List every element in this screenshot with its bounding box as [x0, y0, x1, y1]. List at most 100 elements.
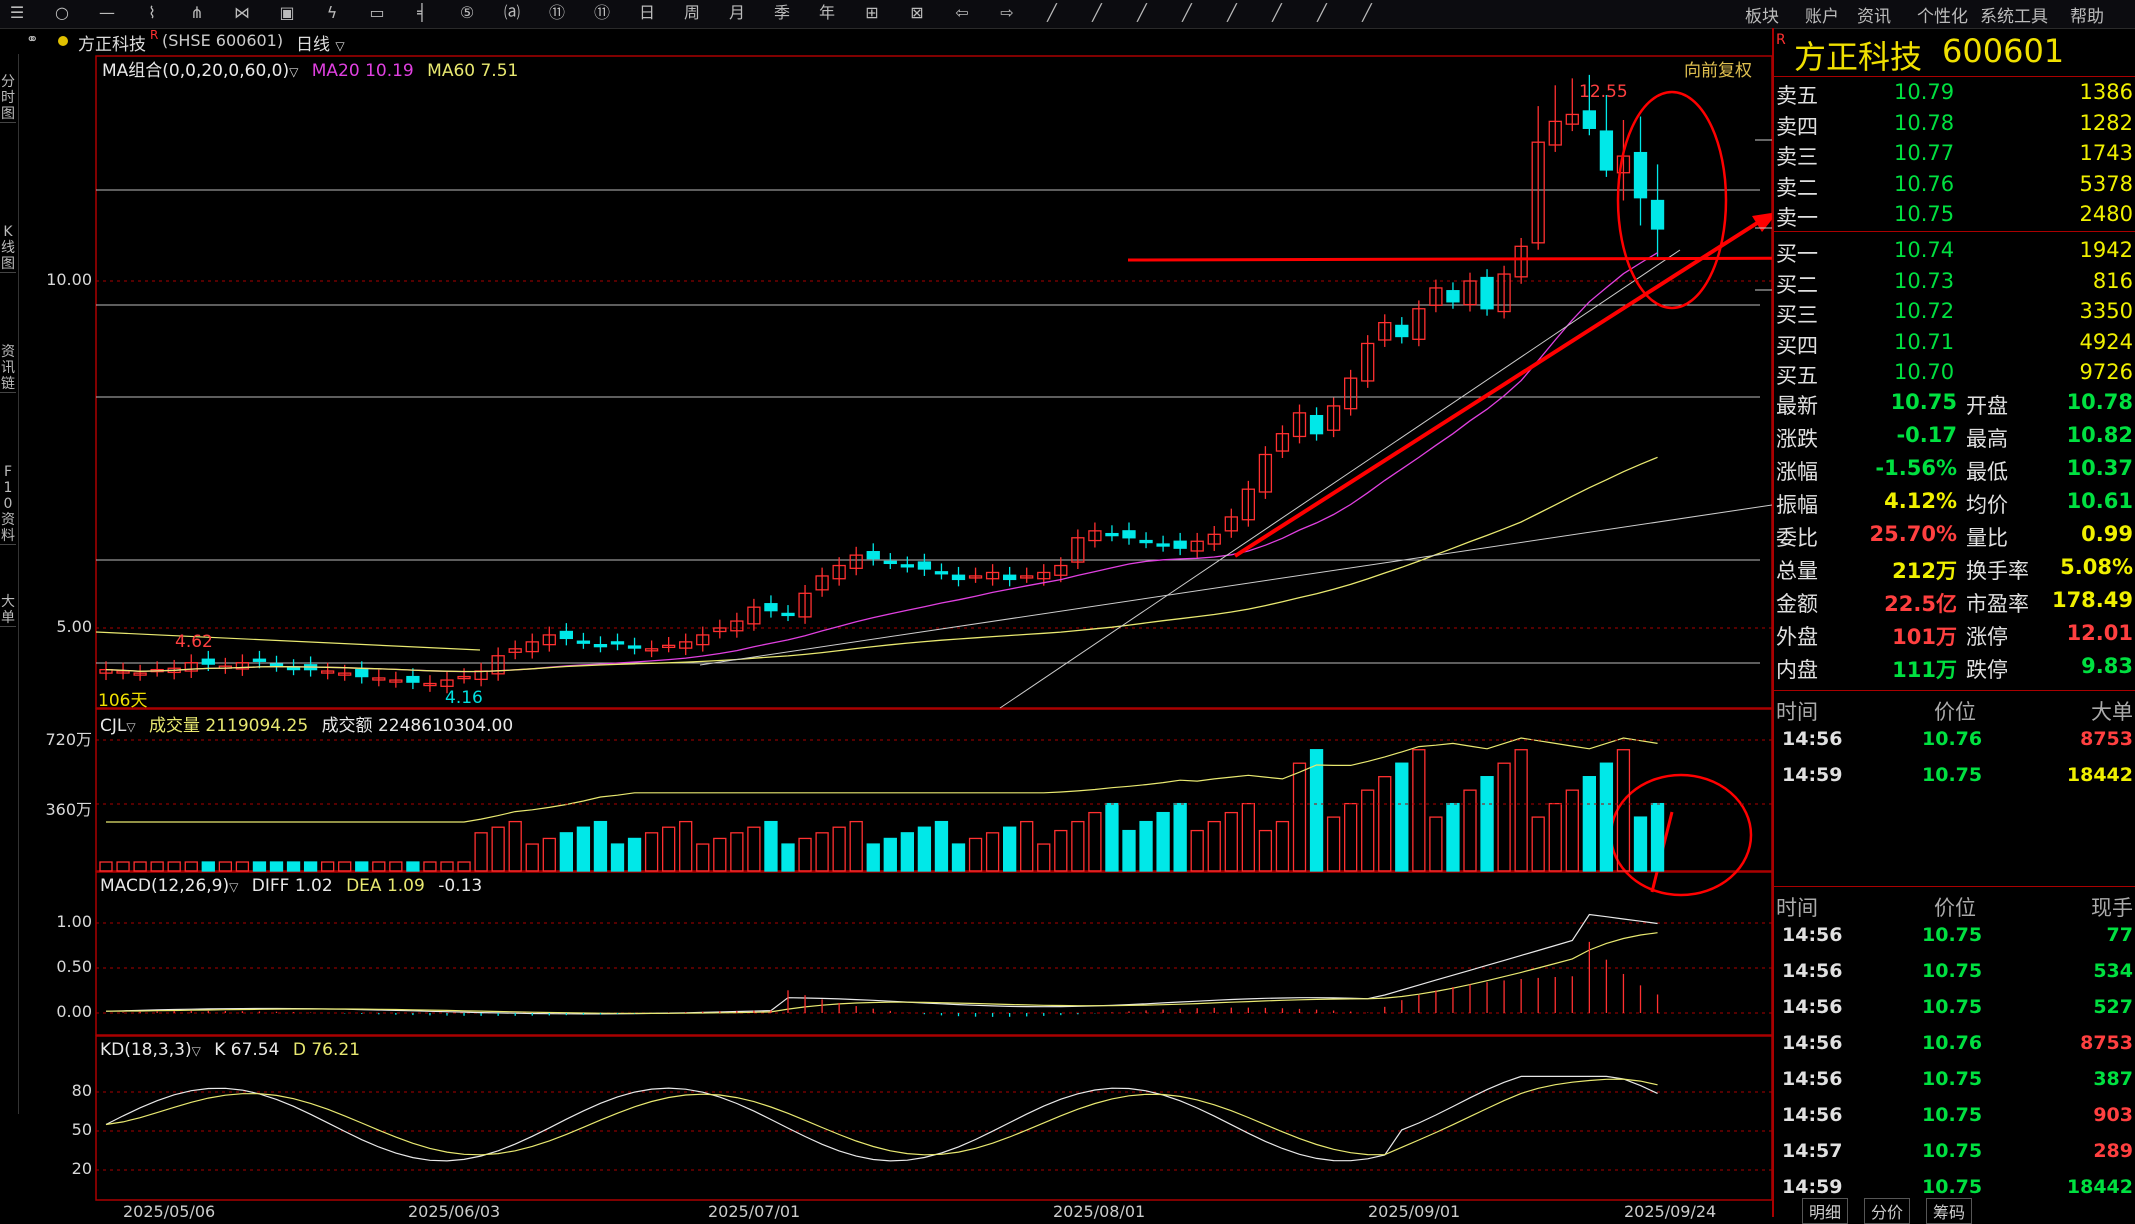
rail-tab-3[interactable]: F10资料: [0, 464, 16, 545]
screen-icon[interactable]: ▣: [279, 3, 295, 22]
tick-row[interactable]: 14:56 10.76 8753: [1774, 1030, 2135, 1060]
tool-3-icon[interactable]: ⒜: [503, 3, 520, 22]
annotation-circle[interactable]: [1616, 90, 1728, 310]
eraser-icon[interactable]: ╱: [1317, 3, 1327, 22]
window-icon[interactable]: ▭: [369, 3, 385, 22]
minus-icon[interactable]: —: [99, 3, 115, 22]
volume-bar: [423, 861, 437, 872]
trade-price: 10.76: [1922, 1032, 1983, 1054]
menu-0[interactable]: 板块: [1745, 7, 1779, 27]
split-icon[interactable]: ⋔: [190, 3, 204, 22]
tool-7-icon[interactable]: 周: [683, 3, 700, 22]
volume-bar: [372, 861, 386, 872]
stat-label: 换手率: [1966, 559, 2029, 583]
volume-bar: [832, 826, 846, 872]
stat-value: 25.70%: [1869, 522, 1957, 546]
vol-label[interactable]: CJL: [100, 716, 127, 736]
more-icon[interactable]: ╱: [1362, 3, 1372, 22]
stat-value: 0.99: [2081, 522, 2133, 546]
bid-row[interactable]: 买二 10.73 816: [1774, 267, 2135, 297]
draw-seg-icon[interactable]: ╱: [1137, 3, 1147, 22]
annotation-arrow[interactable]: [1233, 216, 1767, 558]
macd-label[interactable]: MACD(12,26,9): [100, 876, 230, 896]
ask-row[interactable]: 卖五 10.79 1386: [1774, 78, 2135, 108]
period-select[interactable]: 日线 ▽: [296, 35, 345, 55]
volume-bar: [1156, 811, 1170, 872]
rail-tab-0[interactable]: 分时图: [0, 74, 16, 123]
draw-arrow-icon[interactable]: ╱: [1227, 3, 1237, 22]
rail-tab-4[interactable]: 大单: [0, 594, 16, 627]
tick-row[interactable]: 14:56 10.75 77: [1774, 922, 2135, 952]
ask-row[interactable]: 卖一 10.75 2480: [1774, 200, 2135, 230]
candle-body: [423, 682, 437, 687]
tool-12-icon[interactable]: ⊠: [910, 3, 924, 22]
ask-row[interactable]: 卖四 10.78 1282: [1774, 109, 2135, 139]
stat-value: 10.78: [2066, 390, 2133, 414]
macd-dea-line: [105, 932, 1658, 1015]
kd-label[interactable]: KD(18,3,3): [100, 1040, 192, 1060]
menu-1[interactable]: 账户: [1805, 7, 1839, 27]
link-icon[interactable]: ⚭: [26, 30, 39, 48]
tool-1-icon[interactable]: ╡: [417, 3, 427, 22]
ask-row[interactable]: 卖二 10.76 5378: [1774, 170, 2135, 200]
annotation-circle[interactable]: [1609, 773, 1753, 897]
tick-row[interactable]: 14:56 10.75 527: [1774, 994, 2135, 1024]
menu-2[interactable]: 资讯: [1857, 7, 1891, 27]
rail-tab-1[interactable]: K线图: [0, 224, 16, 273]
draw-text-icon[interactable]: ╱: [1272, 3, 1282, 22]
menu-3[interactable]: 个性化: [1917, 7, 1968, 27]
macd-legend: MACD(12,26,9)▽ DIFF 1.02 DEA 1.09 -0.13: [100, 876, 482, 896]
draw-line-icon[interactable]: ╱: [1047, 3, 1057, 22]
big-trade-row[interactable]: 14:59 10.75 18442: [1774, 762, 2135, 792]
bottom-tab[interactable]: 分价: [1864, 1198, 1911, 1224]
volume-bar: [355, 861, 369, 872]
adjust-mode[interactable]: 向前复权: [1684, 61, 1752, 81]
menu-icon[interactable]: ☰: [9, 3, 25, 22]
tool-2-icon[interactable]: ⑤: [459, 3, 475, 22]
bid-row[interactable]: 买一 10.74 1942: [1774, 236, 2135, 266]
bid-row[interactable]: 买三 10.72 3350: [1774, 297, 2135, 327]
line-chart-icon[interactable]: ⌇: [148, 3, 156, 22]
kline-chart[interactable]: [0, 0, 1772, 1217]
tick-row[interactable]: 14:57 10.75 289: [1774, 1138, 2135, 1168]
annotation-line[interactable]: [1127, 256, 1772, 262]
candle-body: [252, 658, 267, 662]
drawn-trend-line[interactable]: [699, 504, 1772, 666]
draw-ray-icon[interactable]: ╱: [1092, 3, 1102, 22]
tool-8-icon[interactable]: 月: [728, 3, 745, 22]
bid-row[interactable]: 买五 10.70 9726: [1774, 358, 2135, 388]
candle-body: [576, 640, 591, 644]
candle-body: [1054, 564, 1068, 576]
tick-row[interactable]: 14:56 10.75 903: [1774, 1102, 2135, 1132]
tool-10-icon[interactable]: 年: [818, 3, 835, 22]
volume-bar: [951, 843, 966, 872]
circle-icon[interactable]: ○: [55, 3, 69, 22]
tool-4-icon[interactable]: ⑪: [548, 3, 565, 22]
tool-6-icon[interactable]: 日: [638, 3, 655, 22]
menu-5[interactable]: 帮助: [2070, 7, 2104, 27]
compare-icon[interactable]: ⋈: [234, 3, 250, 22]
ma-label[interactable]: MA组合(0,0,20,0,60,0): [102, 61, 290, 81]
tool-9-icon[interactable]: 季: [773, 3, 790, 22]
tool-13-icon[interactable]: ⇦: [955, 3, 969, 22]
bottom-tab[interactable]: 明细: [1802, 1198, 1849, 1224]
draw-channel-icon[interactable]: ╱: [1182, 3, 1192, 22]
candle-body: [1258, 453, 1273, 493]
tick-row[interactable]: 14:59 10.75 18442: [1774, 1174, 2135, 1204]
drawn-trend-line[interactable]: [999, 249, 1681, 709]
rail-tab-2[interactable]: 资讯链: [0, 344, 16, 393]
ask-row[interactable]: 卖三 10.77 1743: [1774, 139, 2135, 169]
tool-11-icon[interactable]: ⊞: [865, 3, 879, 22]
tick-row[interactable]: 14:56 10.75 387: [1774, 1066, 2135, 1096]
lightning-icon[interactable]: ϟ: [326, 3, 338, 22]
tool-5-icon[interactable]: ⑪: [593, 3, 610, 22]
tick-row[interactable]: 14:56 10.75 534: [1774, 958, 2135, 988]
tool-14-icon[interactable]: ⇨: [1000, 3, 1014, 22]
candle-body: [440, 679, 454, 687]
volume-tick-label: 360万: [45, 800, 92, 819]
candle-body: [1071, 537, 1085, 563]
menu-4[interactable]: 系统工具: [1980, 7, 2048, 27]
big-trade-row[interactable]: 14:56 10.76 8753: [1774, 726, 2135, 756]
bid-row[interactable]: 买四 10.71 4924: [1774, 328, 2135, 358]
bottom-tab[interactable]: 筹码: [1926, 1198, 1973, 1224]
